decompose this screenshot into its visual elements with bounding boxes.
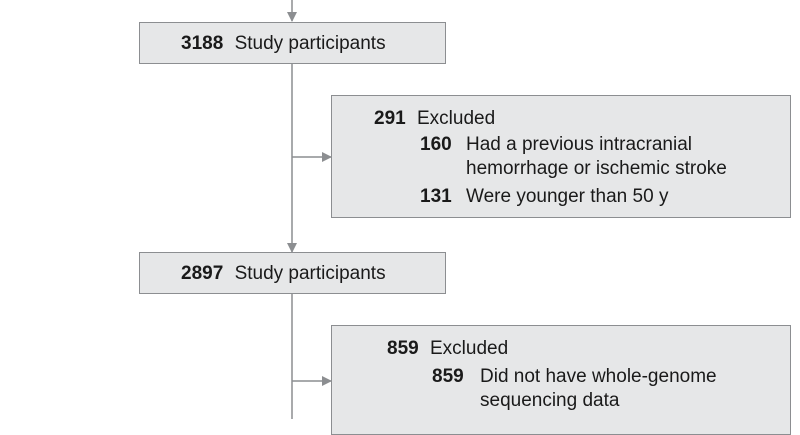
excluded-count: 859 bbox=[387, 338, 419, 359]
excluded-box-2: 859 Excluded 859 Did not have whole-geno… bbox=[331, 325, 791, 435]
participants-box-1: 3188 Study participants bbox=[139, 22, 446, 64]
participants-box-2: 2897 Study participants bbox=[139, 252, 446, 294]
reason-text-line: Did not have whole-genome bbox=[480, 366, 717, 387]
excluded-label: Excluded bbox=[416, 108, 496, 129]
reason-text-line: hemorrhage or ischemic stroke bbox=[466, 158, 727, 179]
flow-connectors bbox=[287, 0, 332, 419]
excluded-count: 291 bbox=[374, 108, 406, 129]
excluded-box-1: 291 Excluded 160 Had a previous intracra… bbox=[331, 95, 791, 218]
participants-label: Study participants bbox=[234, 33, 386, 54]
excluded-label: Excluded bbox=[429, 338, 509, 359]
participants-count: 2897 bbox=[181, 263, 224, 284]
reason-count: 160 bbox=[420, 134, 452, 155]
reason-text-line: Had a previous intracranial bbox=[466, 134, 693, 155]
reason-text-line: sequencing data bbox=[480, 390, 620, 411]
reason-count: 859 bbox=[432, 366, 464, 387]
participants-label: Study participants bbox=[234, 263, 386, 284]
reason-text-line: Were younger than 50 y bbox=[466, 186, 669, 207]
participants-count: 3188 bbox=[181, 33, 224, 54]
reason-count: 131 bbox=[420, 186, 452, 207]
